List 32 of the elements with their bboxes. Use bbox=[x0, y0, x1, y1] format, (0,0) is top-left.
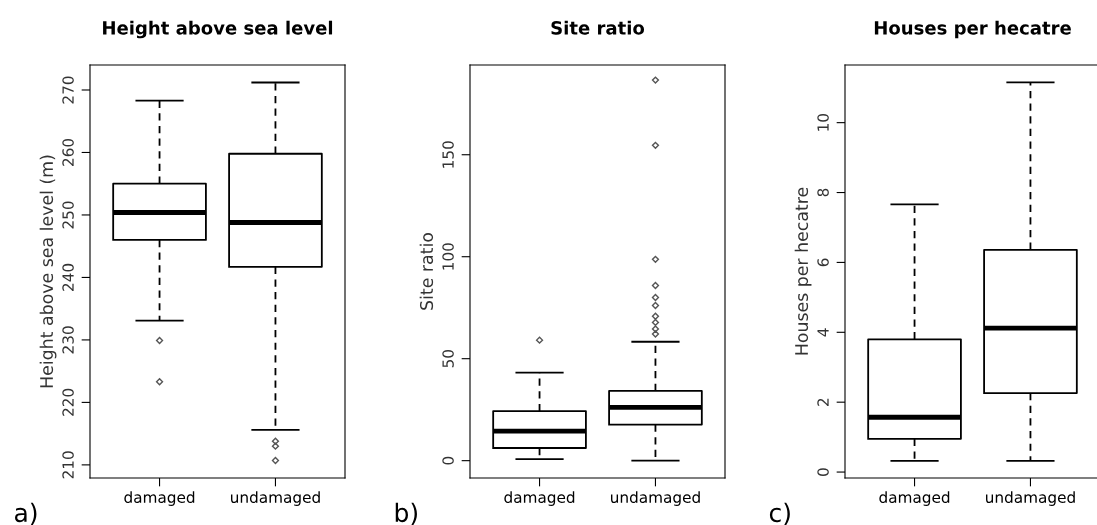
y-tick-label: 260 bbox=[62, 138, 74, 166]
y-tick-label: 0 bbox=[442, 456, 454, 465]
y-tick-label: 240 bbox=[62, 263, 74, 291]
y-tick-label: 270 bbox=[62, 76, 74, 104]
y-axis-title: Height above sea level (m) bbox=[39, 155, 57, 388]
y-tick-label: 2 bbox=[817, 398, 829, 406]
text: a) bbox=[15, 502, 37, 525]
x-tick-label: damaged bbox=[124, 491, 195, 506]
y-tick-label: 230 bbox=[62, 326, 74, 354]
y-tick-label: 6 bbox=[817, 258, 829, 267]
y-tick-label: 100 bbox=[442, 243, 454, 270]
y-tick-label: 10 bbox=[817, 113, 829, 131]
x-tick-label: undamaged bbox=[231, 491, 320, 506]
x-tick-label: damaged bbox=[879, 491, 950, 506]
y-tick-label: 50 bbox=[442, 349, 454, 368]
x-tick-label: undamaged bbox=[986, 491, 1075, 506]
y-tick-label: 210 bbox=[62, 451, 74, 479]
y-axis-title: Houses per hecatre bbox=[794, 187, 812, 355]
text: c) bbox=[769, 502, 790, 525]
y-axis-title: Site ratio bbox=[419, 233, 434, 310]
x-tick-label: damaged bbox=[504, 491, 575, 506]
chart-title: Height above sea level bbox=[103, 20, 333, 39]
text: b) bbox=[395, 502, 417, 525]
y-tick-label: 220 bbox=[62, 388, 74, 416]
y-tick-label: 4 bbox=[817, 328, 829, 337]
y-tick-label: 150 bbox=[442, 141, 454, 168]
y-tick-label: 8 bbox=[817, 188, 829, 197]
chart-title: Houses per hecatre bbox=[874, 20, 1071, 39]
y-tick-label: 0 bbox=[817, 468, 829, 476]
x-tick-label: undamaged bbox=[611, 491, 700, 506]
y-tick-label: 250 bbox=[62, 201, 74, 229]
chart-title: Site ratio bbox=[551, 20, 645, 35]
